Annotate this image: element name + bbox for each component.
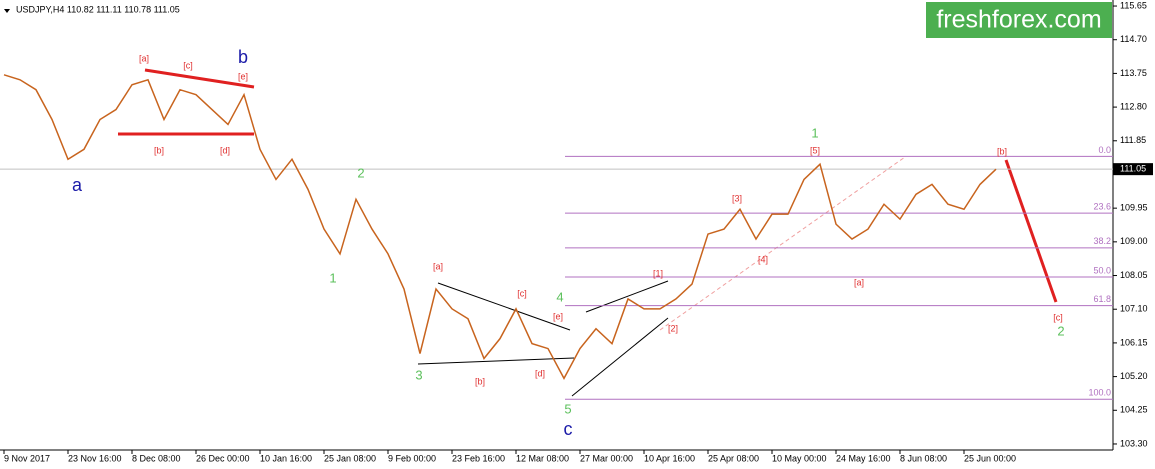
wave-label: [e] <box>553 311 563 321</box>
wave-label: [a] <box>854 277 864 287</box>
x-tick-label: 10 Jan 16:00 <box>260 453 312 463</box>
x-tick-label: 25 Jun 00:00 <box>964 453 1016 463</box>
pattern-lines <box>118 68 1058 397</box>
chart-title: USDJPY,H4 110.82 111.11 110.78 111.05 <box>16 4 180 14</box>
trend-line <box>144 68 255 89</box>
wave-label: [5] <box>810 145 820 155</box>
wave-label: [1] <box>653 268 663 278</box>
fib-label: 50.0 <box>1093 265 1111 275</box>
wave-label: 5 <box>564 401 571 416</box>
wave-label: [e] <box>238 71 248 81</box>
y-tick-label: 113.75 <box>1120 68 1147 78</box>
channel-line <box>659 156 906 331</box>
wave-label: 2 <box>357 165 364 180</box>
y-tick-label: 107.10 <box>1120 304 1148 314</box>
x-tick-label: 25 Jan 08:00 <box>324 453 376 463</box>
fib-label: 23.6 <box>1093 201 1111 211</box>
wedge-line <box>571 317 669 397</box>
brand: freshforex.com <box>936 6 1101 34</box>
y-tick-label: 105.20 <box>1120 371 1148 381</box>
wave-label: 3 <box>415 367 422 382</box>
y-tick-label: 112.80 <box>1120 101 1147 111</box>
wave-label: [d] <box>535 368 545 378</box>
forecast-line <box>1004 159 1058 303</box>
y-tick-label: 108.05 <box>1120 270 1148 280</box>
wave-label: 4 <box>556 289 563 304</box>
wedge-line <box>585 280 669 313</box>
x-tick-label: 8 Dec 08:00 <box>132 453 181 463</box>
x-tick-label: 9 Nov 2017 <box>4 453 50 463</box>
y-tick-label: 111.85 <box>1120 135 1146 145</box>
y-tick-label: 109.95 <box>1120 203 1148 213</box>
x-tick-label: 10 May 00:00 <box>772 453 827 463</box>
fib-label: 38.2 <box>1093 236 1111 246</box>
y-tick-label: 114.70 <box>1120 34 1147 44</box>
y-tick-label: 104.25 <box>1120 405 1148 415</box>
price-line <box>3 74 997 380</box>
x-tick-label: 26 Dec 00:00 <box>196 453 250 463</box>
wave-label: [a] <box>433 261 443 271</box>
current-price-label: 111.05 <box>1120 164 1146 174</box>
y-tick-label: 103.30 <box>1120 438 1148 448</box>
x-tick-label: 23 Feb 16:00 <box>452 453 505 463</box>
wave-label: [c] <box>1053 312 1063 322</box>
x-tick-label: 10 Apr 16:00 <box>644 453 695 463</box>
x-tick-label: 23 Nov 16:00 <box>68 453 122 463</box>
wave-label: [b] <box>154 145 164 155</box>
wave-label: [a] <box>139 53 149 63</box>
wave-label: 1 <box>329 270 336 285</box>
wave-label: [2] <box>668 323 678 333</box>
x-tick-label: 24 May 16:00 <box>836 453 891 463</box>
wave-label: [b] <box>475 376 485 386</box>
y-tick-label: 106.15 <box>1120 337 1148 347</box>
wave-label: [c] <box>183 60 193 70</box>
wave-label: [d] <box>220 145 230 155</box>
wave-label: [3] <box>732 193 742 203</box>
triangle-line <box>417 357 575 365</box>
wave-label: 2 <box>1057 323 1064 338</box>
wave-label: [c] <box>517 288 527 298</box>
wave-label: c <box>564 419 573 439</box>
fib-label: 0.0 <box>1098 145 1111 155</box>
wave-label: a <box>72 175 83 195</box>
current-price-box <box>1113 163 1153 176</box>
x-tick-label: 9 Feb 00:00 <box>388 453 436 463</box>
x-tick-label: 8 Jun 08:00 <box>900 453 947 463</box>
y-tick-label: 109.00 <box>1120 236 1148 246</box>
menu-arrow <box>4 9 10 13</box>
brand-box <box>926 2 1112 38</box>
x-tick-label: 25 Apr 08:00 <box>708 453 759 463</box>
x-tick-label: 12 Mar 08:00 <box>516 453 569 463</box>
triangle-line <box>437 282 571 331</box>
fib-label: 100.0 <box>1088 388 1111 398</box>
wave-label: [b] <box>997 146 1007 156</box>
fib-label: 61.8 <box>1093 294 1111 304</box>
wave-label: 1 <box>811 125 818 140</box>
x-tick-label: 27 Mar 00:00 <box>580 453 633 463</box>
wave-label: [4] <box>758 254 768 264</box>
wave-label: b <box>238 47 248 67</box>
y-tick-label: 115.65 <box>1120 0 1147 10</box>
